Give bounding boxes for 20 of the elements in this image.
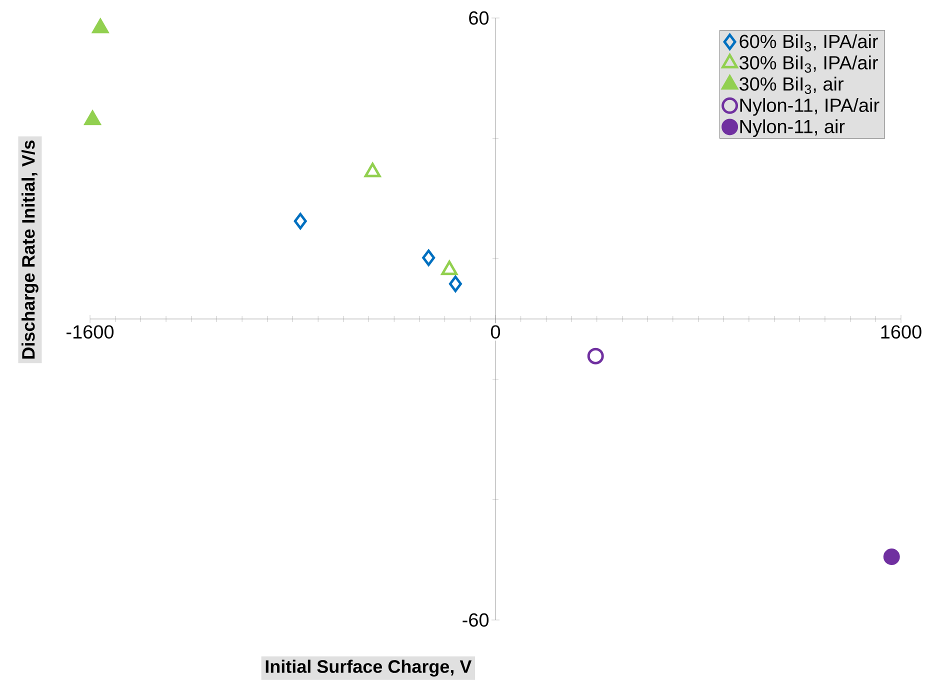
point — [84, 110, 101, 126]
x-axis-title: Initial Surface Charge, V — [266, 660, 472, 677]
legend-label: Nylon-11, IPA/air — [740, 98, 880, 116]
x-tick-label: 0 — [490, 325, 500, 339]
point — [364, 162, 381, 178]
legend-label: 30% BiI$_{3}$, air — [740, 76, 844, 94]
x-tick-label: 1600 — [881, 325, 922, 339]
point — [441, 260, 458, 276]
legend-label: 60% BiI$_{3}$, IPA/air — [740, 34, 878, 52]
x-tick-label: -1600 — [66, 325, 114, 339]
point — [587, 348, 604, 364]
y-axis-title: Discharge Rate Initial, V/s — [22, 140, 38, 359]
legend-label: Nylon-11, air — [740, 119, 845, 138]
point — [294, 212, 307, 230]
point — [92, 18, 109, 34]
y-tick-label: 60 — [469, 11, 489, 25]
y-tick-label: -60 — [462, 613, 489, 627]
point — [448, 276, 462, 292]
point — [422, 250, 436, 266]
legend-label: 30% BiI$_{3}$, IPA/air — [740, 56, 878, 73]
